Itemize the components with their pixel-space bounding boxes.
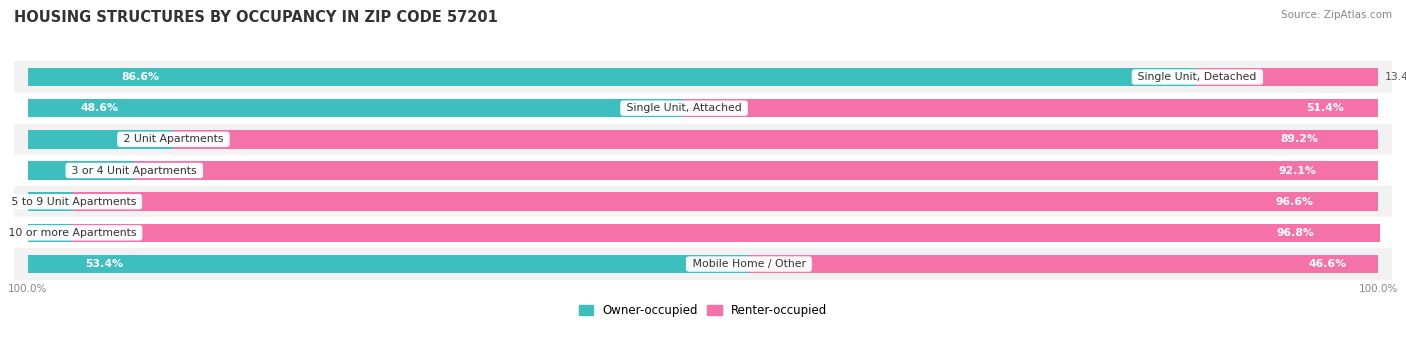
Text: 5 to 9 Unit Apartments: 5 to 9 Unit Apartments [7, 197, 139, 207]
Text: Single Unit, Detached: Single Unit, Detached [1135, 72, 1260, 82]
Bar [28, 223, 72, 242]
Text: 96.6%: 96.6% [1275, 197, 1313, 207]
Bar [685, 99, 1378, 118]
Bar [28, 161, 135, 180]
Text: 53.4%: 53.4% [86, 259, 124, 269]
Bar [173, 130, 1378, 149]
Text: 3.4%: 3.4% [39, 197, 66, 207]
Legend: Owner-occupied, Renter-occupied: Owner-occupied, Renter-occupied [574, 299, 832, 322]
Text: 51.4%: 51.4% [1306, 103, 1344, 113]
Bar [28, 130, 173, 149]
Bar [73, 192, 1378, 211]
Bar [28, 68, 1198, 86]
Text: Single Unit, Attached: Single Unit, Attached [623, 103, 745, 113]
Text: 96.8%: 96.8% [1277, 228, 1315, 238]
Text: 2 Unit Apartments: 2 Unit Apartments [120, 134, 226, 144]
Text: 10 or more Apartments: 10 or more Apartments [4, 228, 139, 238]
Text: 3.3%: 3.3% [38, 228, 66, 238]
Bar [28, 99, 685, 118]
Bar [14, 61, 1392, 92]
Text: 92.1%: 92.1% [1278, 165, 1316, 176]
Bar [14, 124, 1392, 155]
Bar [135, 161, 1378, 180]
Bar [749, 255, 1378, 273]
Text: Source: ZipAtlas.com: Source: ZipAtlas.com [1281, 10, 1392, 20]
Text: 3 or 4 Unit Apartments: 3 or 4 Unit Apartments [69, 165, 200, 176]
Bar [14, 217, 1392, 249]
Text: 10.8%: 10.8% [132, 134, 167, 144]
Bar [1198, 68, 1378, 86]
Bar [14, 186, 1392, 217]
Text: 48.6%: 48.6% [80, 103, 118, 113]
Bar [14, 92, 1392, 124]
Text: Mobile Home / Other: Mobile Home / Other [689, 259, 810, 269]
Text: 86.6%: 86.6% [121, 72, 159, 82]
Text: 13.4%: 13.4% [1385, 72, 1406, 82]
Bar [28, 192, 73, 211]
Text: 46.6%: 46.6% [1309, 259, 1347, 269]
Text: HOUSING STRUCTURES BY OCCUPANCY IN ZIP CODE 57201: HOUSING STRUCTURES BY OCCUPANCY IN ZIP C… [14, 10, 498, 25]
Bar [14, 155, 1392, 186]
Text: 89.2%: 89.2% [1281, 134, 1319, 144]
Bar [14, 249, 1392, 280]
Text: 7.9%: 7.9% [100, 165, 128, 176]
Bar [28, 255, 749, 273]
Bar [72, 223, 1379, 242]
